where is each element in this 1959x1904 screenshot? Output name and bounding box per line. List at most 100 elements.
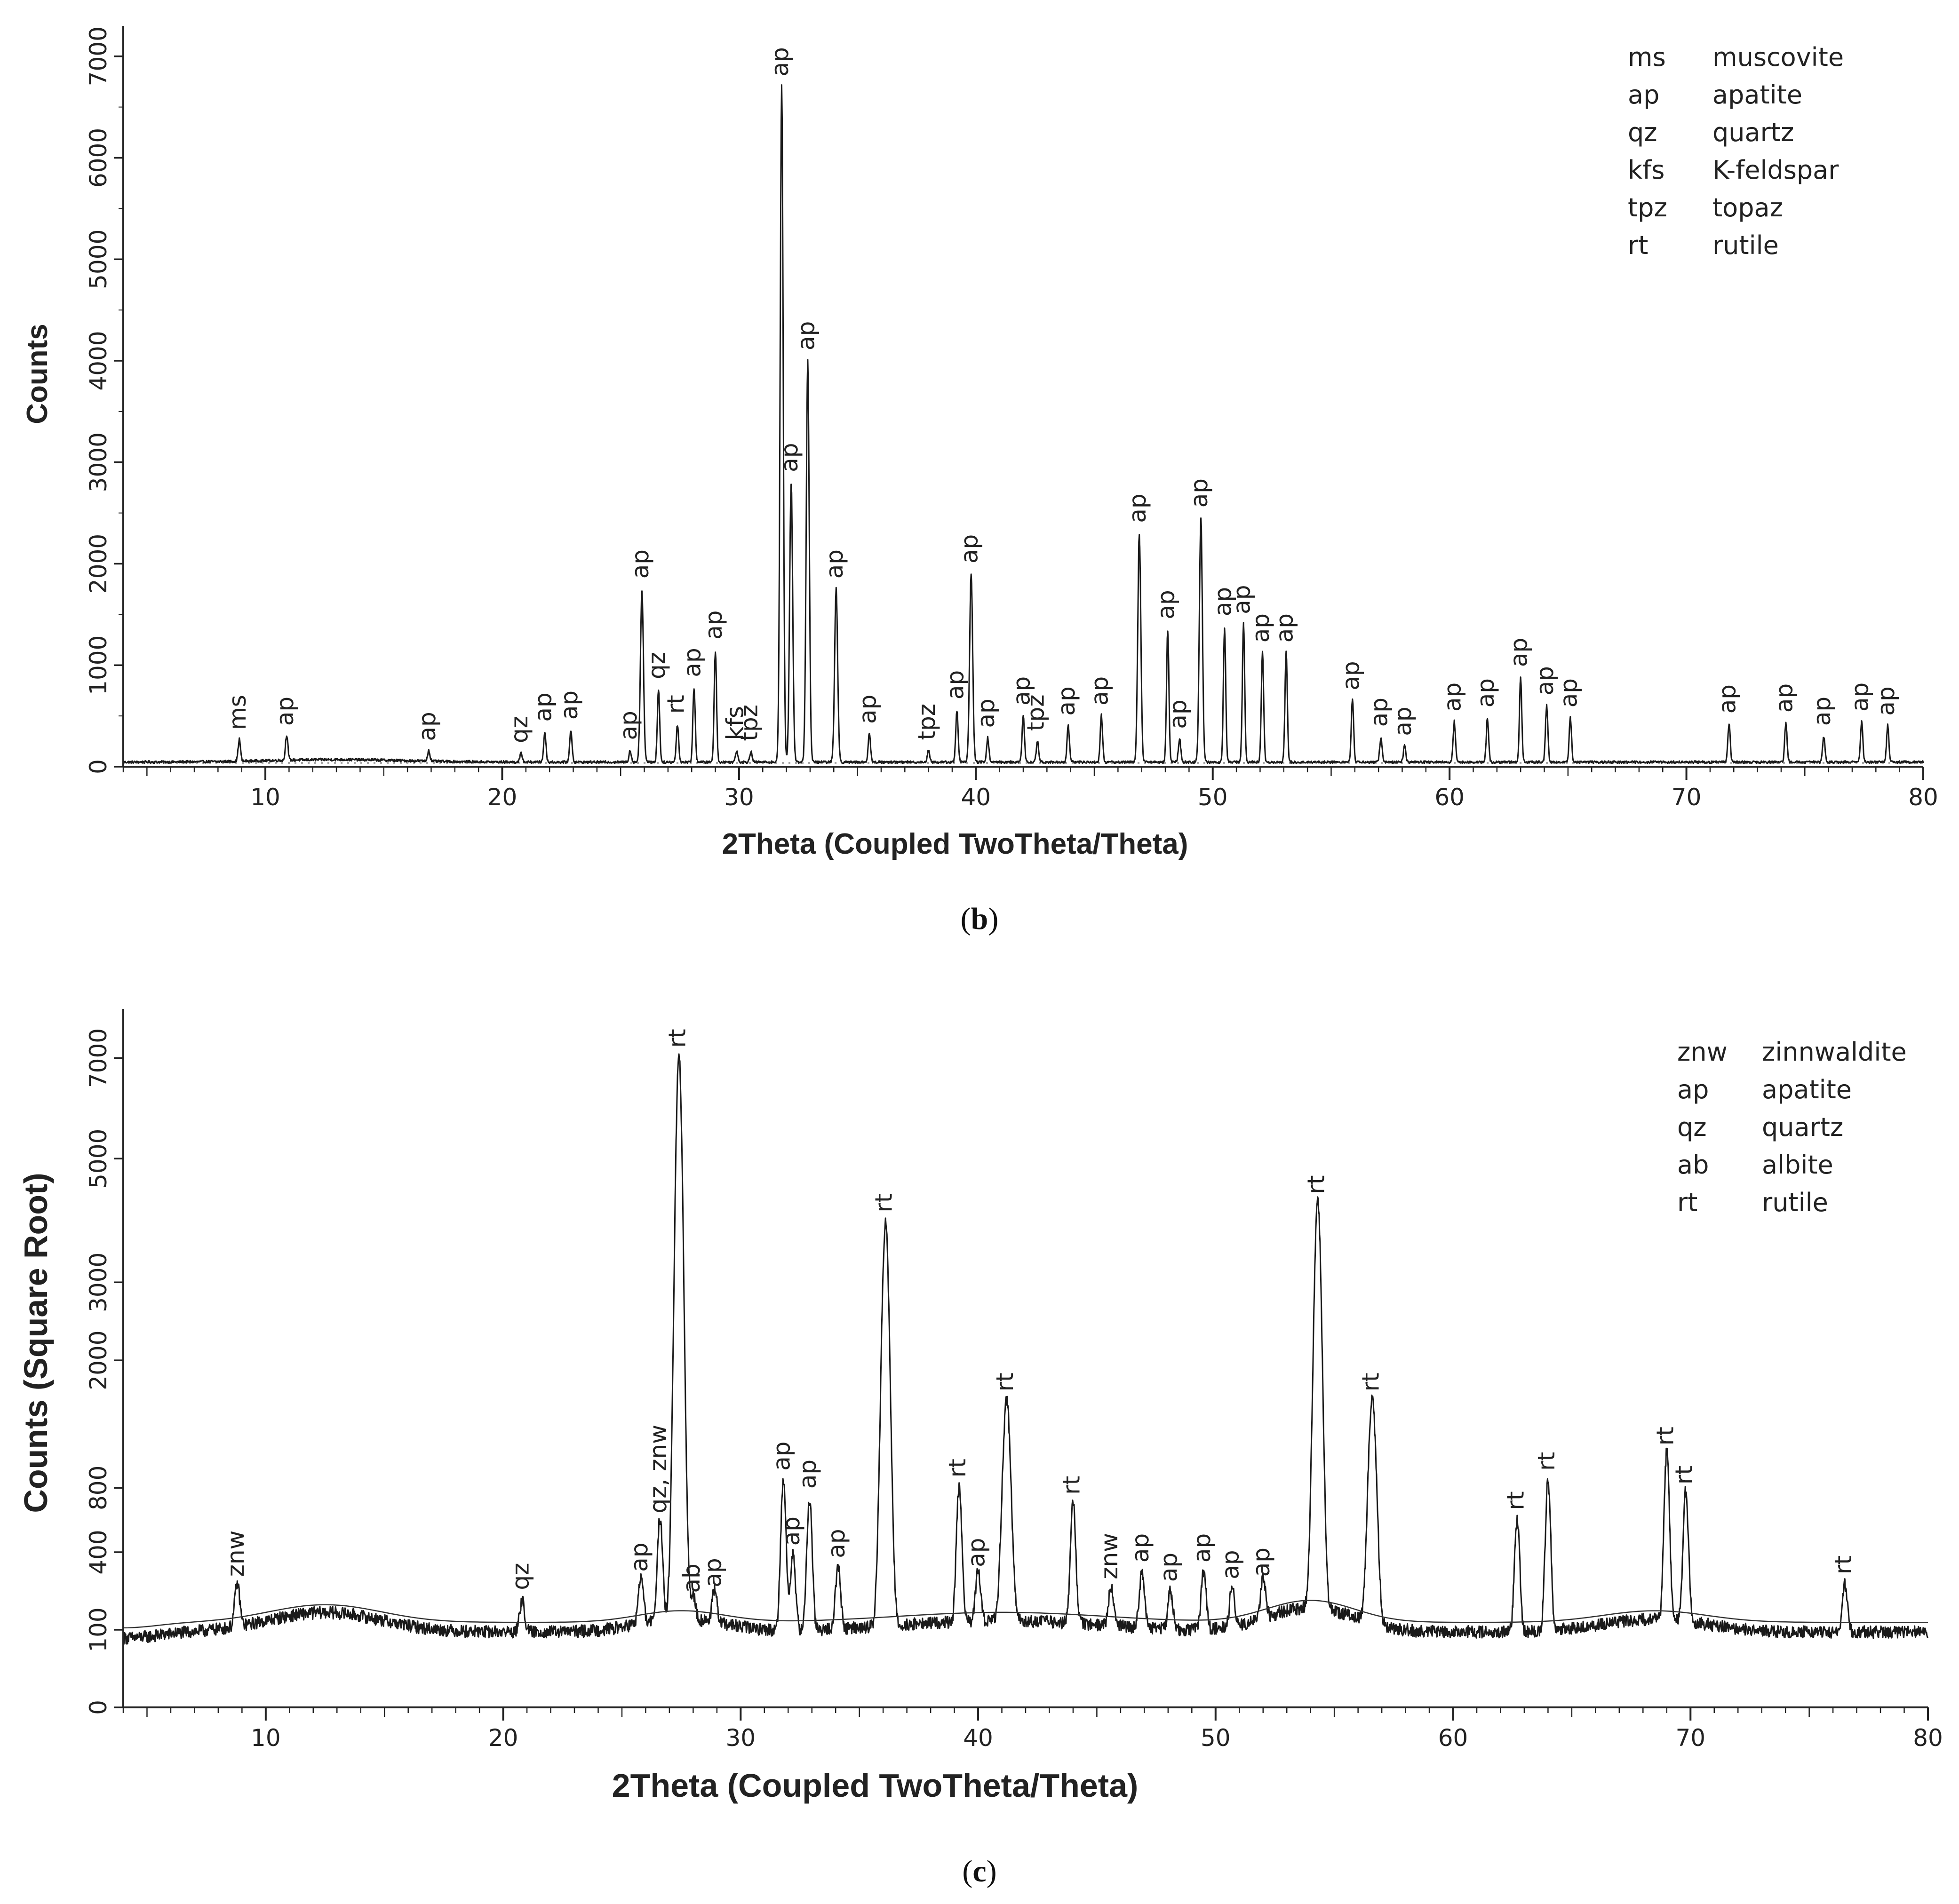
panel-b-x-axis-title: 2Theta (Coupled TwoTheta/Theta) xyxy=(722,828,1188,860)
peak-label: ap xyxy=(1714,684,1741,714)
peak-label: ap xyxy=(1127,1533,1154,1563)
peak-label-group: ap xyxy=(768,1442,796,1471)
peak-label: rt xyxy=(1671,1466,1698,1484)
peak-label: ap xyxy=(1124,493,1151,523)
peak-label-group: ap xyxy=(627,549,654,579)
peak-label-group: rt xyxy=(1671,1466,1698,1484)
peak-label-group: ap xyxy=(1808,697,1836,726)
peak-label: ap xyxy=(972,698,1000,728)
y-tick-label: 100 xyxy=(85,1607,112,1652)
peak-label-group: ap xyxy=(963,1538,990,1567)
peak-label: ap xyxy=(792,321,820,350)
peak-label-group: ap xyxy=(1439,682,1466,712)
peak-label: ap xyxy=(1209,587,1236,616)
panel-c-caption: (c) xyxy=(962,1854,996,1888)
peak-label-group: ap xyxy=(1209,587,1236,616)
peak-label-group: znw xyxy=(222,1531,249,1577)
caption-open-paren: ( xyxy=(961,902,971,936)
x-tick-label: 50 xyxy=(1198,784,1228,811)
peak-label-group: ms xyxy=(224,695,251,730)
peak-label-group: ap xyxy=(1714,684,1741,714)
peak-label: ap xyxy=(963,1538,990,1567)
peak-label-group: znw xyxy=(1096,1533,1123,1579)
peak-label: ap xyxy=(615,711,642,740)
peak-label: ap xyxy=(942,670,969,699)
peak-label: ap xyxy=(776,443,803,472)
y-tick-label: 0 xyxy=(85,759,112,774)
legend-code: kfs xyxy=(1628,155,1664,185)
peak-label: ap xyxy=(1188,1533,1216,1563)
peak-label-group: ap xyxy=(1217,1550,1244,1579)
legend-code: ap xyxy=(1628,80,1659,110)
legend-mineral-name: albite xyxy=(1762,1150,1833,1180)
peak-label-group: rt xyxy=(662,695,690,714)
x-tick-label: 70 xyxy=(1672,784,1702,811)
peak-label: ap xyxy=(1555,678,1582,707)
peak-label: ap xyxy=(766,47,794,76)
y-tick-label: 4000 xyxy=(85,331,112,390)
peak-label-group: tpz xyxy=(736,705,763,741)
legend-code: znw xyxy=(1677,1037,1728,1067)
x-tick-label: 60 xyxy=(1434,784,1465,811)
peak-label: ap xyxy=(778,1516,805,1546)
peak-label-group: tpz xyxy=(913,704,940,740)
peak-label-group: ap xyxy=(1008,676,1035,706)
peak-label: rt xyxy=(991,1372,1019,1391)
x-tick-label: 80 xyxy=(1908,784,1938,811)
peak-label: ap xyxy=(679,648,706,677)
peak-label: ap xyxy=(1186,478,1213,508)
peak-label: ap xyxy=(1155,1553,1182,1582)
peak-label-group: ap xyxy=(1124,493,1151,523)
peak-label: ap xyxy=(1366,698,1393,727)
legend-code: ab xyxy=(1677,1150,1709,1180)
peak-label: ap xyxy=(530,692,557,722)
peak-label: rt xyxy=(1533,1452,1560,1471)
peak-label-group: ap xyxy=(414,712,441,741)
peak-label-group: ap xyxy=(1505,638,1533,667)
peak-label: rt xyxy=(1302,1175,1330,1194)
peak-label-group: ap xyxy=(1555,678,1582,707)
peak-label-group: ap xyxy=(556,690,583,720)
peak-label: ap xyxy=(1847,682,1874,712)
legend-mineral-name: rutile xyxy=(1762,1188,1828,1217)
legend-mineral-name: apatite xyxy=(1712,80,1802,110)
peak-label-group: rt xyxy=(1357,1372,1384,1391)
peak-label-group: ap xyxy=(778,1516,805,1546)
x-tick-label: 70 xyxy=(1675,1724,1705,1752)
y-tick-label: 1000 xyxy=(85,635,112,695)
peak-label: ap xyxy=(1164,699,1192,729)
peak-label: ap xyxy=(626,1543,653,1572)
y-tick-label: 2000 xyxy=(85,534,112,594)
background-fit-line xyxy=(123,1600,1928,1629)
peak-label: rt xyxy=(1502,1491,1529,1510)
peak-label-group: qz xyxy=(643,652,670,679)
panel-c-chart: 10 20 30 40 50 60 70 80010040080020003000500070… xyxy=(17,1009,1943,1888)
peak-label: znw xyxy=(1096,1533,1123,1579)
peak-label-group: ap xyxy=(700,611,727,640)
peak-label-group: ap xyxy=(1164,699,1192,729)
peak-label: ap xyxy=(1153,590,1180,619)
peak-label: rt xyxy=(1357,1372,1384,1391)
peak-label-group: ap xyxy=(942,670,969,699)
peak-label: ap xyxy=(1053,686,1080,715)
peak-label-group: ap xyxy=(823,1529,850,1558)
peak-label-group: ap xyxy=(776,443,803,472)
caption-close-paren: ) xyxy=(988,902,998,936)
peak-label: tpz xyxy=(913,704,940,740)
y-tick-label: 5000 xyxy=(85,1129,112,1189)
peak-label: ap xyxy=(271,697,299,726)
y-tick-label: 3000 xyxy=(85,1253,112,1312)
peak-label-group: rt xyxy=(1502,1491,1529,1510)
legend-code: rt xyxy=(1628,230,1648,260)
legend-mineral-name: quartz xyxy=(1762,1112,1843,1142)
diffraction-trace xyxy=(122,84,1924,764)
peak-label-group: ap xyxy=(271,697,299,726)
legend-code: rt xyxy=(1677,1188,1697,1217)
peak-label-group: ap xyxy=(1127,1533,1154,1563)
peak-label-group: ap xyxy=(1153,590,1180,619)
x-tick-label: 10 xyxy=(251,1724,281,1752)
legend-mineral-name: topaz xyxy=(1712,193,1783,222)
peak-label-group: ap xyxy=(1247,613,1274,643)
peak-label: qz xyxy=(643,652,670,679)
peak-label: ap xyxy=(1008,676,1035,706)
